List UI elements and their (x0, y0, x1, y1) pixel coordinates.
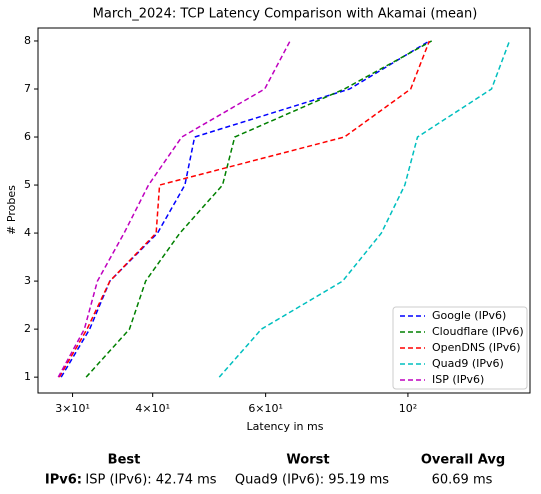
series-line (60, 40, 430, 378)
table-header: Best (108, 453, 141, 468)
y-tick-label: 4 (24, 226, 31, 239)
legend-box (392, 306, 528, 390)
plot-frame (37, 27, 531, 394)
x-tick-label: 3×10¹ (55, 402, 90, 415)
x-axis-label: Latency in ms (247, 420, 324, 433)
series-line (57, 40, 291, 378)
legend-label: OpenDNS (IPv6) (432, 341, 521, 354)
table-header: Worst (286, 453, 329, 468)
legend-label: Quad9 (IPv6) (432, 357, 504, 370)
y-axis-label: # Probes (5, 185, 18, 235)
table-cell: 60.69 ms (432, 473, 493, 488)
x-tick-label: 10² (399, 402, 417, 415)
row-label: IPv6: (45, 473, 82, 488)
table-cell: ISP (IPv6): 42.74 ms (85, 473, 216, 488)
y-tick-label: 6 (24, 130, 31, 143)
table-header: Overall Avg (421, 453, 505, 468)
x-tick-label: 6×10¹ (248, 402, 283, 415)
y-tick-label: 7 (24, 82, 31, 95)
x-tick-label: 4×10¹ (135, 402, 170, 415)
table-cell: Quad9 (IPv6): 95.19 ms (235, 473, 389, 488)
y-tick-label: 5 (24, 178, 31, 191)
series-line (58, 40, 431, 378)
legend-label: ISP (IPv6) (432, 373, 484, 386)
y-tick-label: 3 (24, 274, 31, 287)
series-line (218, 40, 511, 378)
series-line (85, 40, 433, 378)
chart-title: March_2024: TCP Latency Comparison with … (93, 7, 478, 22)
legend-label: Cloudflare (IPv6) (432, 325, 524, 338)
y-tick-label: 8 (24, 34, 31, 47)
y-tick-label: 1 (24, 370, 31, 383)
y-tick-label: 2 (24, 322, 31, 335)
legend-label: Google (IPv6) (432, 309, 506, 322)
